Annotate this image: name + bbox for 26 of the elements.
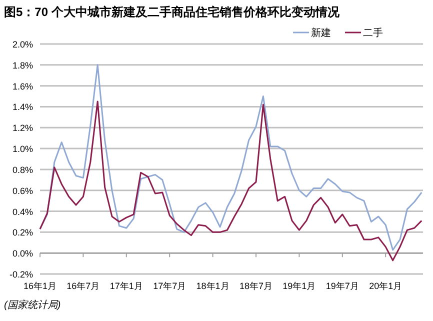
y-tick-label: 1.4% (12, 102, 33, 112)
x-tick-label: 19年7月 (326, 281, 359, 291)
x-tick-label: 18年7月 (239, 281, 273, 291)
x-tick-label: 20年1月 (369, 281, 402, 291)
x-tick-label: 17年7月 (153, 281, 186, 291)
y-tick-label: 0.0% (12, 248, 33, 259)
y-tick-label: 1.2% (12, 123, 33, 134)
x-tick-label: 16年7月 (66, 281, 100, 291)
x-tick-label: 19年1月 (282, 281, 316, 291)
y-tick-label: -0.2% (9, 270, 33, 280)
x-tick-label: 17年1月 (110, 281, 143, 291)
x-tick-label: 18年1月 (196, 281, 230, 291)
y-tick-label: 0.8% (12, 164, 33, 175)
y-tick-label: 0.2% (12, 228, 33, 238)
x-tick-label: 16年1月 (23, 281, 57, 291)
chart-title: 图5：70 个大中城市新建及二手商品住宅销售价格环比变动情况 (4, 5, 340, 19)
text: (国家统计局) (4, 299, 61, 311)
legend-label: 新建 (311, 27, 331, 39)
y-tick-label: 1.0% (12, 144, 33, 154)
legend-label: 二手 (363, 27, 383, 39)
line-series (39, 100, 422, 262)
y-tick-label: 0.6% (12, 186, 33, 196)
y-tick-label: 2.0% (12, 40, 33, 50)
y-tick-label: 1.6% (12, 81, 33, 92)
y-tick-label: 0.4% (12, 206, 33, 217)
y-tick-label: 1.8% (12, 60, 33, 70)
